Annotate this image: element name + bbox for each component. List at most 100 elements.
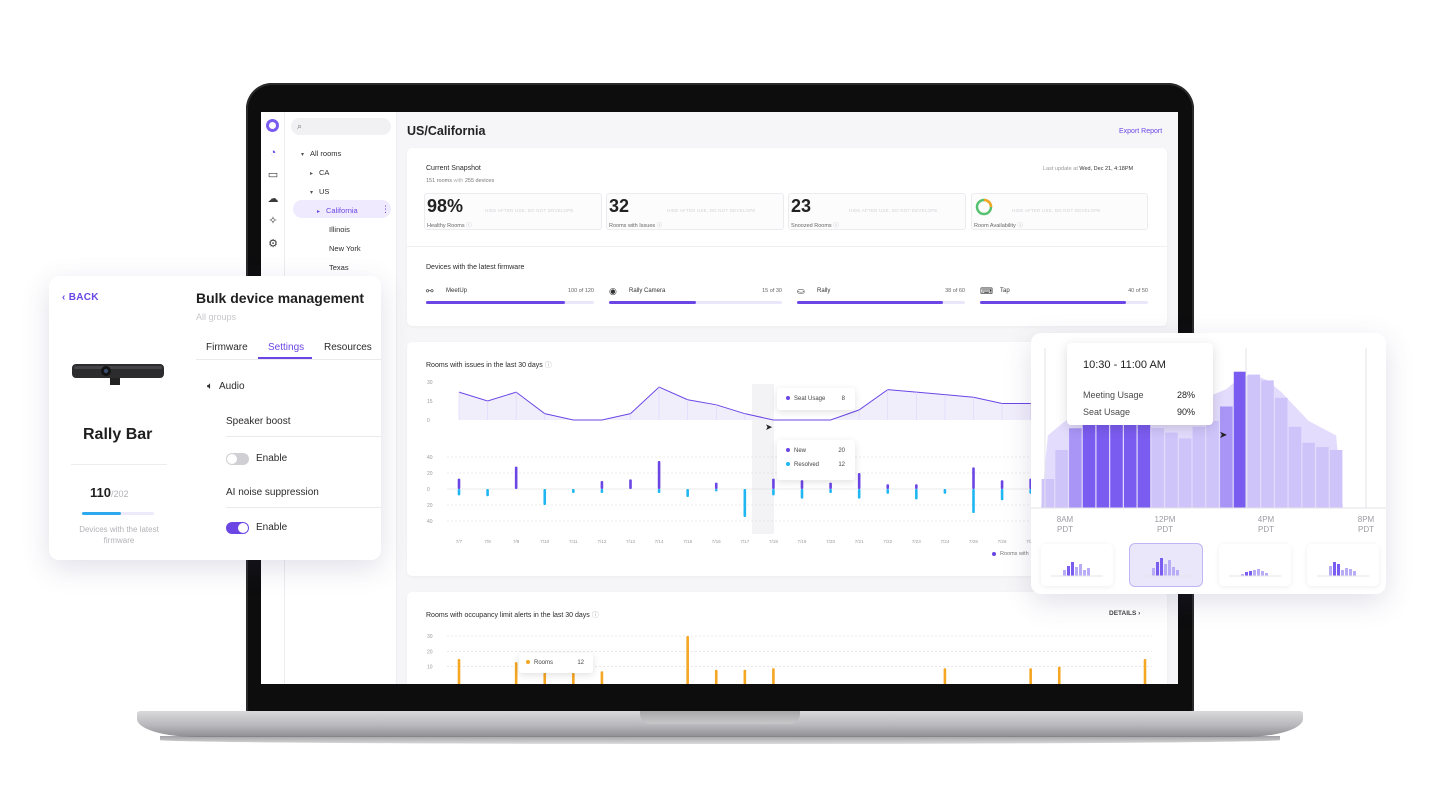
day-thumbnail-selected[interactable] xyxy=(1130,544,1202,586)
occupancy-bar xyxy=(514,662,518,684)
divider xyxy=(226,507,381,508)
thumbnail-bar xyxy=(1067,566,1070,576)
metric-rooms-with-issues[interactable]: 32 HIDE AFTER USE, DO NOT DEVELOPE Rooms… xyxy=(606,193,784,230)
tree-item-all-rooms[interactable]: ▾ All rooms xyxy=(301,149,341,158)
rooms-icon[interactable]: ▭ xyxy=(267,169,279,181)
tooltip-value: 12 xyxy=(838,462,845,468)
tab-resources[interactable]: Resources xyxy=(324,342,372,353)
metric-snoozed-rooms[interactable]: 23 HIDE AFTER USE, DO NOT DEVELOPE Snooz… xyxy=(788,193,966,230)
rally-device-icon: ⛀ xyxy=(797,286,805,296)
occupancy-bar xyxy=(943,668,947,684)
count-value: 110 xyxy=(90,485,111,500)
meeting-usage-bar xyxy=(1110,403,1123,508)
tap-device-icon: ⌨ xyxy=(980,286,993,296)
resolved-issues-bar xyxy=(572,489,575,493)
insights-icon[interactable]: ✧ xyxy=(268,215,278,227)
firmware-item-tap[interactable]: ⌨ Tap 40 of 50 xyxy=(980,286,1148,310)
tree-item-label: All rooms xyxy=(310,149,342,158)
resolved-issues-bar xyxy=(886,489,890,494)
metric-healthy-rooms[interactable]: 98% HIDE AFTER USE, DO NOT DEVELOPE Heal… xyxy=(424,193,602,230)
noise-suppression-toggle[interactable] xyxy=(226,522,249,534)
card-divider xyxy=(407,246,1167,247)
metric-room-availability[interactable]: HIDE AFTER USE, DO NOT DEVELOPE Room Ava… xyxy=(971,193,1148,230)
tree-search-input[interactable]: ⌕ xyxy=(291,118,391,135)
meeting-usage-bar xyxy=(1247,374,1261,508)
axis-tz: PDT xyxy=(1157,525,1173,534)
occupancy-bar xyxy=(686,636,689,684)
panel-title: Bulk device management xyxy=(196,290,365,306)
axis-label-4pm: 4PM PDT xyxy=(1246,515,1286,535)
y-tick-label: 40 xyxy=(427,519,433,525)
firmware-count: 40 of 50 xyxy=(1128,288,1148,294)
firmware-count: 110/202 xyxy=(90,485,129,500)
x-tick-label: 7/16 xyxy=(712,539,721,544)
tree-item-california[interactable]: ▸ California xyxy=(317,206,358,215)
tree-item-illinois[interactable]: Illinois xyxy=(329,225,350,234)
meetup-device-icon: ⚯ xyxy=(426,286,434,296)
thumbnail-bar xyxy=(1257,569,1260,576)
resolved-issues-bar xyxy=(772,489,775,496)
snapshot-title: Current Snapshot xyxy=(426,165,481,172)
details-link[interactable]: DETAILS › xyxy=(1109,610,1140,617)
info-icon: ⓘ xyxy=(591,612,599,619)
firmware-item-rally[interactable]: ⛀ Rally 38 of 60 xyxy=(797,286,965,310)
cloud-icon[interactable]: ☁ xyxy=(267,193,279,205)
meeting-usage-bar xyxy=(1274,397,1288,508)
tree-item-texas[interactable]: Texas xyxy=(329,263,349,272)
y-tick-label: 0 xyxy=(427,487,430,493)
audio-section: 🔈︎ Audio xyxy=(207,381,245,392)
new-issues-bar xyxy=(915,484,918,489)
noise-suppression-toggle-label: Enable xyxy=(256,522,288,533)
metric-label-text: Room Availability xyxy=(974,223,1016,229)
firmware-item-meetup[interactable]: ⚯ MeetUp 100 of 120 xyxy=(426,286,594,310)
cursor-icon: ➤ xyxy=(765,422,773,432)
toggle-knob xyxy=(227,454,237,464)
resolved-issues-bar xyxy=(972,489,975,513)
settings-icon[interactable]: ⚙ xyxy=(268,238,278,250)
resolved-issues-bar xyxy=(486,489,489,497)
logo-icon[interactable] xyxy=(266,119,279,132)
last-update: Last update at Wed, Dec 21, 4:18PM xyxy=(1043,166,1133,172)
metric-note: HIDE AFTER USE, DO NOT DEVELOPE xyxy=(667,208,756,213)
tree-item-us[interactable]: ▾ US xyxy=(310,187,329,196)
meeting-usage-bar xyxy=(1233,371,1247,508)
x-tick-label: 7/24 xyxy=(940,539,949,544)
speaker-boost-toggle[interactable] xyxy=(226,453,249,465)
export-report-link[interactable]: Export Report xyxy=(1119,128,1163,135)
meeting-usage-bar xyxy=(1302,442,1315,508)
thumbnail-chart xyxy=(1317,562,1369,577)
tab-settings[interactable]: Settings xyxy=(268,342,305,353)
tooltip-value: 20 xyxy=(838,448,845,454)
tree-item-new-york[interactable]: New York xyxy=(329,244,361,253)
x-tick-label: 7/8 xyxy=(484,539,491,544)
more-options-icon[interactable]: ⋮ xyxy=(381,204,390,214)
speaker-boost-label: Speaker boost xyxy=(226,416,291,427)
day-thumbnail[interactable] xyxy=(1041,544,1113,586)
occupancy-chart-title-text: Rooms with occupancy limit alerts in the… xyxy=(426,612,590,619)
x-tick-label: 7/21 xyxy=(855,539,864,544)
firmware-item-rally-camera[interactable]: ◉ Rally Camera 15 of 30 xyxy=(609,286,782,310)
legend-dot xyxy=(786,396,790,401)
day-thumbnail[interactable] xyxy=(1307,544,1379,586)
count-progress-fill xyxy=(82,512,121,515)
thumbnail-bar xyxy=(1341,570,1344,576)
day-thumbnail[interactable] xyxy=(1219,544,1291,586)
metric-note: HIDE AFTER USE, DO NOT DEVELOPE xyxy=(849,208,938,213)
resolved-issues-bar xyxy=(915,489,918,500)
back-button[interactable]: ‹ BACK xyxy=(62,292,99,303)
occupancy-bar xyxy=(572,672,575,684)
x-tick-label: 7/26 xyxy=(998,539,1007,544)
occupancy-chart-card: Rooms with occupancy limit alerts in the… xyxy=(407,592,1167,684)
resolved-issues-bar xyxy=(857,489,861,499)
x-tick-label: 7/22 xyxy=(883,539,892,544)
legend-partial-text: Rooms with xyxy=(1000,551,1029,557)
thumbnail-bar xyxy=(1249,571,1252,576)
tree-item-label: California xyxy=(326,206,358,215)
thumbnail-bar xyxy=(1152,568,1155,576)
firmware-count: 38 of 60 xyxy=(945,288,965,294)
tree-item-ca[interactable]: ▸ CA xyxy=(310,168,329,177)
tab-firmware[interactable]: Firmware xyxy=(206,342,248,353)
y-tick-label: 0 xyxy=(427,418,430,424)
meeting-usage-bar xyxy=(1220,406,1233,508)
dashboard-icon[interactable]: ◔ xyxy=(269,147,277,159)
